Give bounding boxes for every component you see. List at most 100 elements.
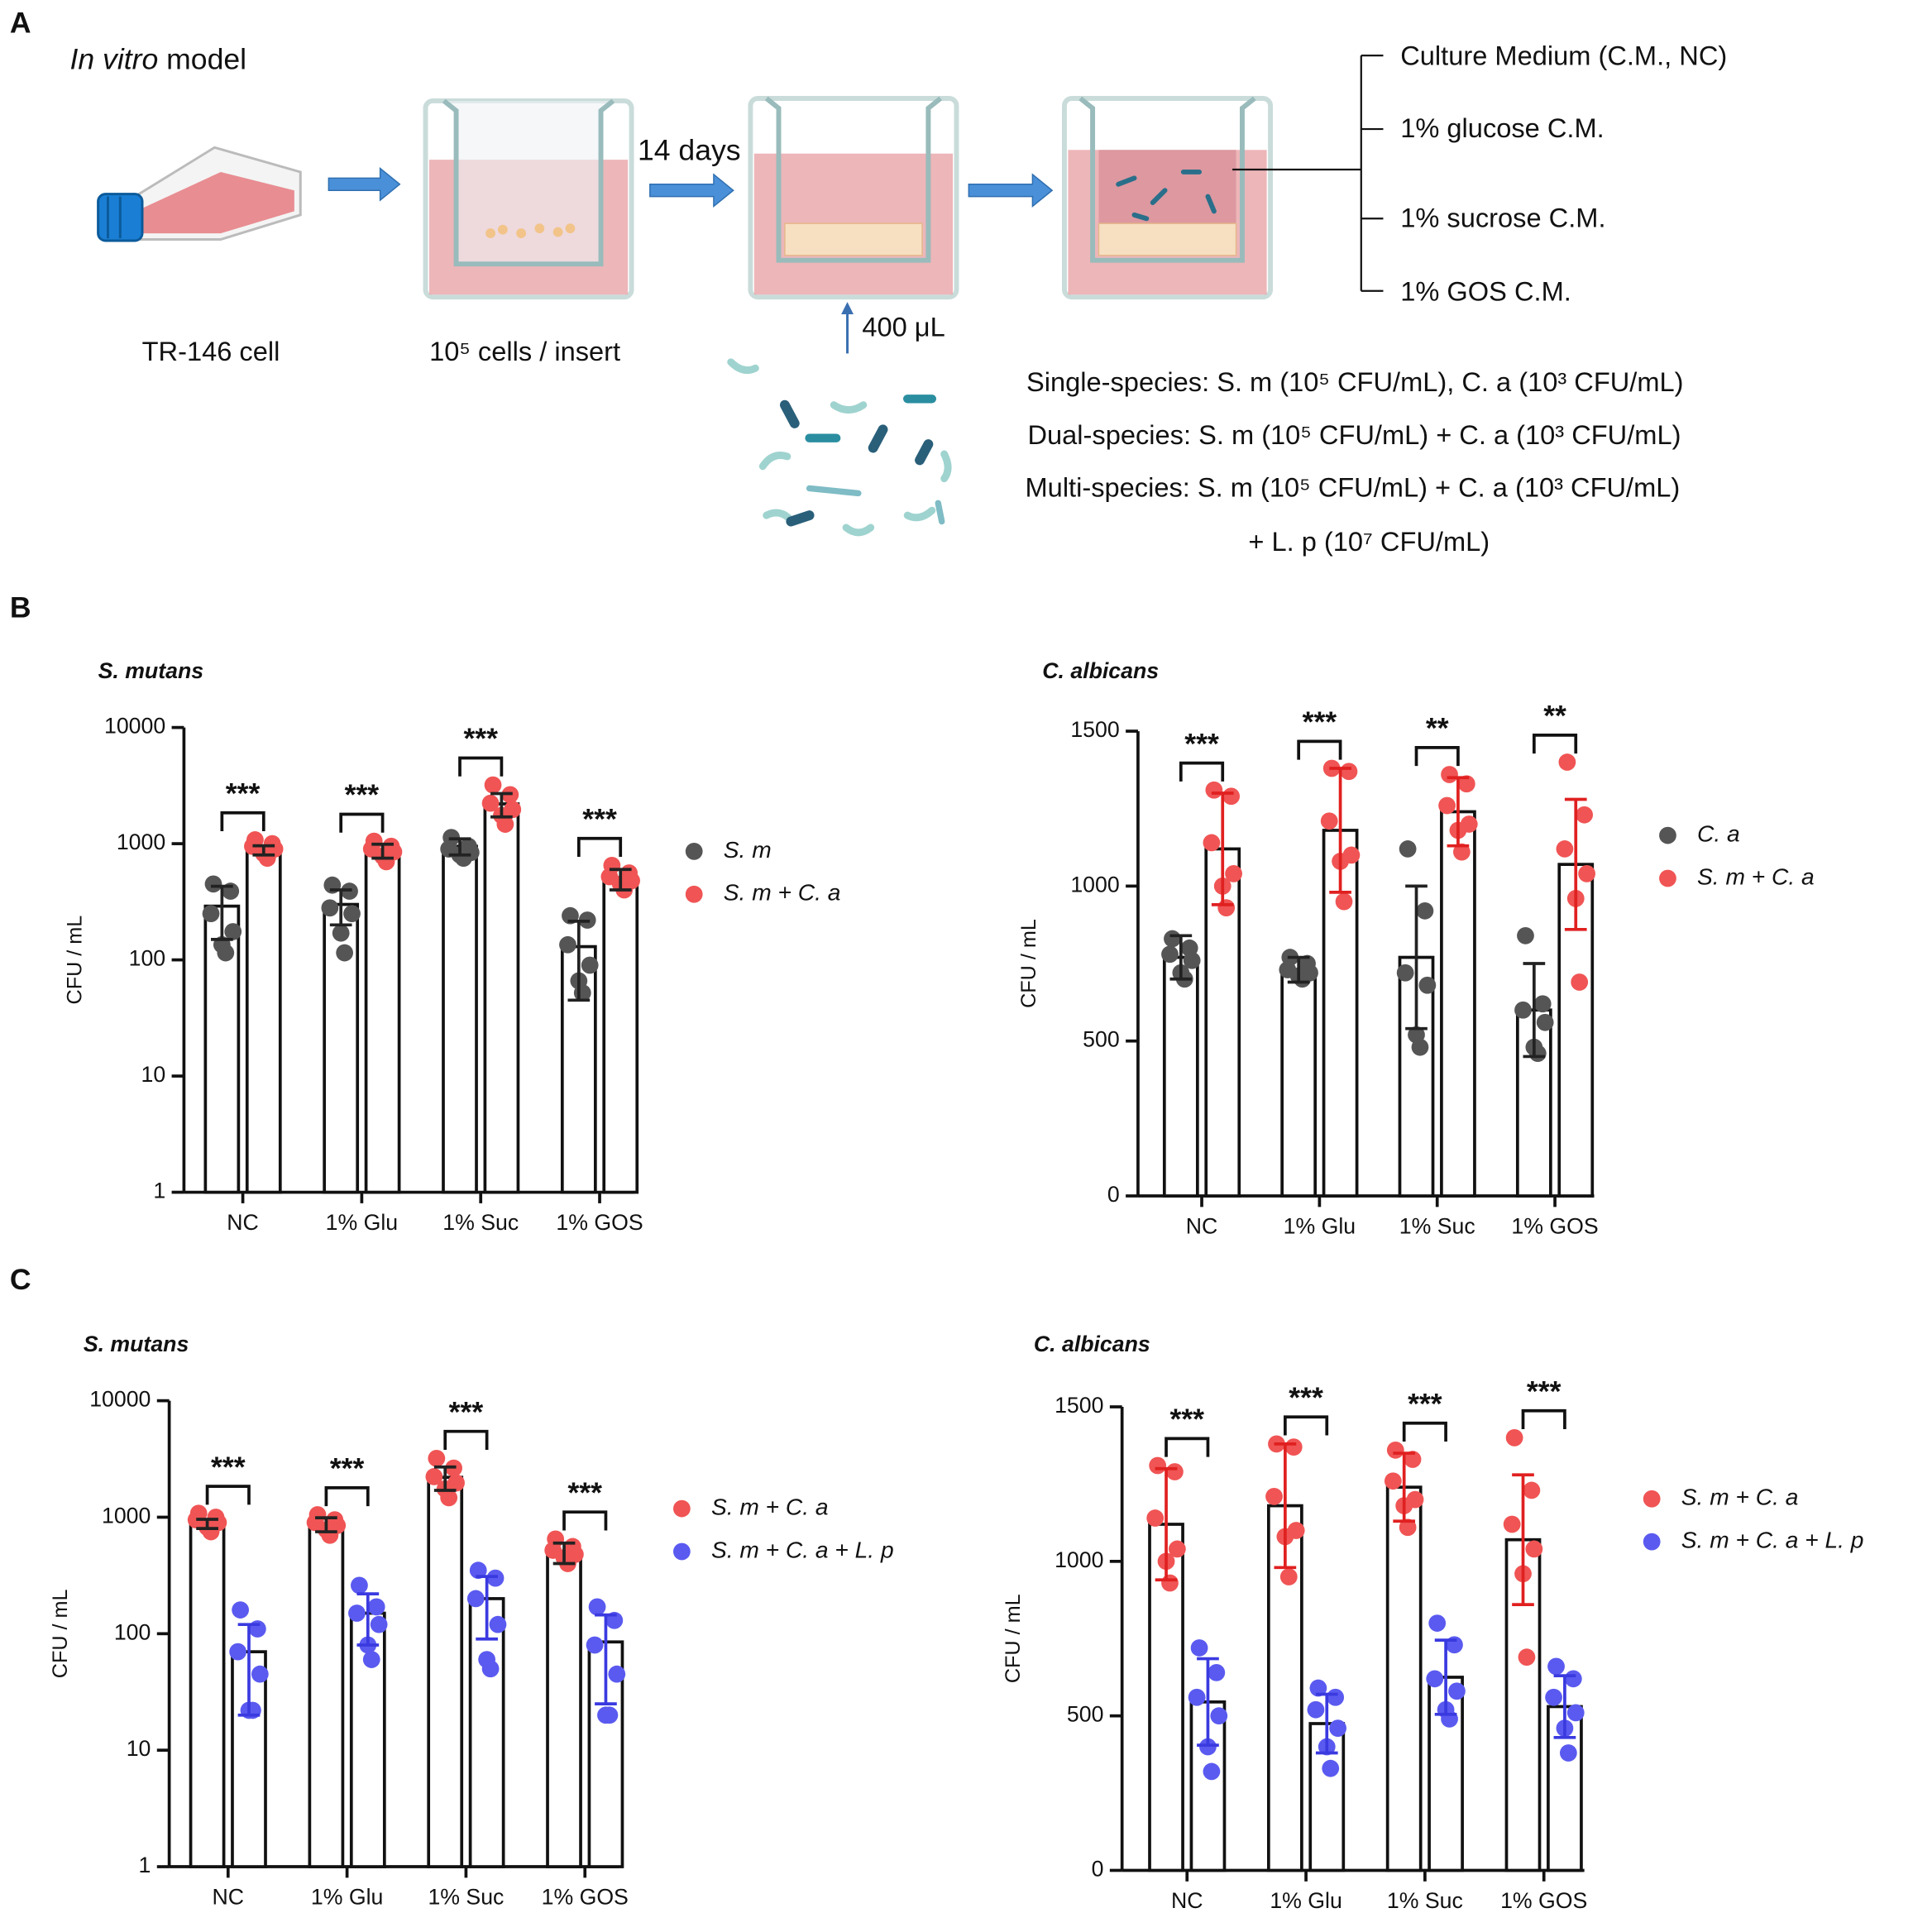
error-bar	[252, 844, 275, 857]
data-point	[1525, 1540, 1543, 1558]
significance-bracket	[1284, 1415, 1329, 1436]
data-point	[1265, 1488, 1283, 1505]
data-point	[600, 1706, 619, 1724]
error-bar	[567, 920, 591, 1002]
significance-bracket	[205, 1485, 251, 1505]
data-point	[469, 1561, 487, 1580]
significance-label: ***	[226, 777, 261, 810]
y-axis-label: CFU / mL	[64, 916, 87, 1005]
data-point	[204, 875, 222, 893]
data-point	[1217, 899, 1236, 916]
significance-bracket	[458, 756, 504, 777]
x-tick-label: 1% Glu	[311, 1885, 383, 1910]
significance-bracket	[220, 811, 265, 832]
y-tick-label: 1	[153, 1179, 165, 1203]
data-point	[321, 899, 339, 917]
chart-title: C. albicans	[1042, 658, 1159, 683]
significance-label: ***	[1289, 1381, 1323, 1414]
error-bar	[476, 1575, 498, 1641]
data-point	[428, 1449, 446, 1467]
x-tick-label: 1% Suc	[442, 1210, 519, 1235]
inoculum-label: 400 μL	[862, 311, 945, 342]
error-bar	[1274, 1442, 1297, 1570]
error-bar	[1512, 1473, 1534, 1607]
data-point	[1556, 840, 1574, 858]
data-point	[1384, 1472, 1402, 1490]
data-point	[1166, 1463, 1184, 1480]
data-point	[1564, 1670, 1582, 1688]
data-point	[377, 853, 395, 871]
legend-marker	[1659, 869, 1676, 887]
error-bar	[356, 1592, 380, 1647]
data-point	[481, 1660, 500, 1678]
error-bar	[1287, 955, 1310, 984]
data-point	[1335, 892, 1353, 911]
error-bar	[448, 837, 471, 857]
data-point	[248, 1620, 266, 1638]
y-tick-label: 10	[127, 1736, 151, 1761]
treatment: 1% GOS C.M.	[1400, 275, 1571, 306]
legend-label: S. m + C. a	[1681, 1484, 1799, 1510]
x-tick-label: 1% Suc	[1399, 1214, 1475, 1239]
data-point	[351, 1576, 368, 1595]
significance-label: ***	[1169, 1403, 1204, 1436]
legend-marker	[1643, 1490, 1661, 1508]
legend-label: S. m + C. a + L. p	[1681, 1527, 1864, 1553]
data-point	[1307, 1700, 1325, 1719]
data-point	[1404, 1451, 1422, 1468]
y-tick-label: 10	[141, 1062, 165, 1087]
data-point	[1558, 753, 1576, 771]
legend-label: S. m + C. a	[711, 1494, 829, 1520]
bar	[546, 1551, 582, 1868]
x-tick-label: 1% GOS	[542, 1885, 629, 1910]
data-point	[1514, 1001, 1532, 1019]
significance-bracket	[1414, 746, 1460, 767]
error-bar	[1329, 767, 1351, 894]
y-tick-label: 500	[1083, 1027, 1120, 1052]
chart: C. albicans CFU / mL 0 500 1000 1500 NC *** 1% G…	[1017, 658, 1815, 1239]
data-point	[1146, 1509, 1165, 1527]
x-tick-label: 1% Glu	[326, 1210, 398, 1235]
data-point	[581, 956, 599, 974]
panel-label: B	[10, 591, 31, 624]
error-bar	[237, 1623, 261, 1717]
y-tick-label: 100	[114, 1619, 151, 1644]
data-point	[1566, 1704, 1585, 1722]
data-point	[425, 1468, 443, 1485]
y-tick-label: 500	[1067, 1702, 1104, 1727]
data-point	[1169, 1540, 1186, 1558]
error-bar	[1155, 1466, 1178, 1582]
treatment: Culture Medium (C.M., NC)	[1400, 41, 1727, 71]
data-point	[251, 1665, 269, 1683]
y-tick-label: 10000	[104, 714, 165, 739]
data-point	[1517, 926, 1534, 944]
x-tick-label: 1% GOS	[1511, 1214, 1598, 1239]
data-point	[489, 1615, 507, 1633]
data-point	[608, 1665, 626, 1683]
data-point	[1188, 1688, 1206, 1706]
significance-label: ***	[330, 1452, 365, 1485]
bar	[602, 877, 639, 1194]
data-point	[224, 923, 242, 940]
y-axis-label: CFU / mL	[1002, 1594, 1025, 1683]
culture-time: 14 days	[638, 134, 741, 167]
data-point	[1309, 1679, 1327, 1697]
flask-label: TR-146 cell	[142, 336, 280, 366]
y-axis-label: CFU / mL	[49, 1589, 72, 1678]
y-tick-label: 1500	[1055, 1393, 1103, 1418]
panel-label: A	[10, 6, 31, 39]
data-point	[1161, 945, 1179, 964]
data-point	[348, 1604, 366, 1622]
arrows	[328, 166, 1054, 208]
data-point	[1399, 1518, 1417, 1537]
microbes	[727, 358, 952, 537]
data-point	[232, 1601, 249, 1619]
data-point	[1418, 976, 1437, 994]
data-point	[1294, 970, 1311, 988]
x-tick-label: 1% Suc	[428, 1885, 504, 1910]
chart: S. mutans CFU / mL 1 10 100 1000 10000 NC *** 1% …	[49, 1332, 894, 1910]
data-point	[1518, 1648, 1536, 1667]
error-bar	[1405, 884, 1428, 1031]
